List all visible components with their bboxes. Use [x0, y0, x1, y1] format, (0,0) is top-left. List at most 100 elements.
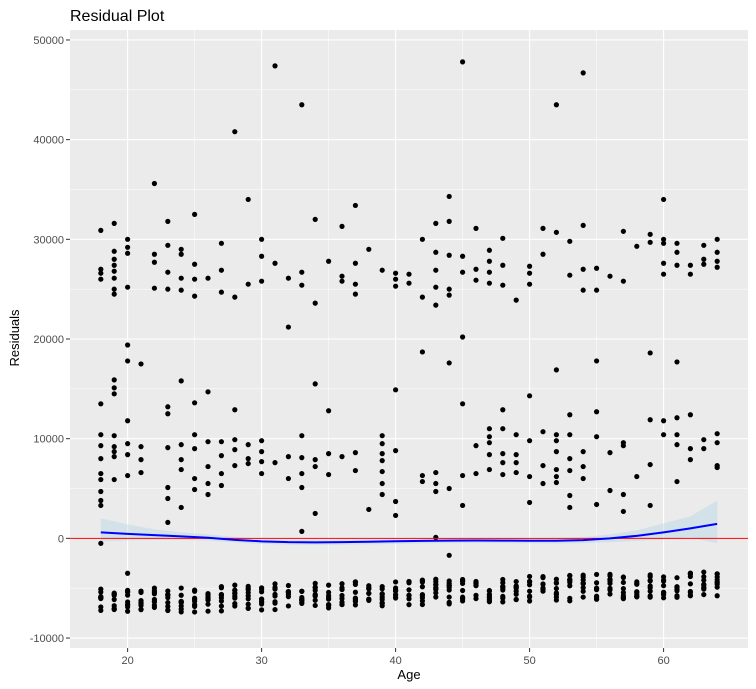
residual-point [419, 595, 425, 601]
residual-point [98, 456, 104, 462]
residual-point [98, 593, 104, 600]
residual-point [714, 249, 720, 255]
residual-point [660, 574, 667, 580]
residual-point [232, 590, 238, 597]
residual-point [352, 260, 359, 266]
residual-point [178, 442, 184, 448]
residual-point [299, 455, 305, 461]
residual-point [312, 381, 318, 387]
residual-point [553, 576, 559, 582]
y-tick-label: 10000 [33, 434, 64, 446]
residual-point [419, 578, 425, 584]
residual-point [379, 433, 385, 439]
residual-point [165, 445, 171, 451]
residual-point [366, 246, 372, 252]
residual-point [500, 407, 506, 413]
residual-point [205, 601, 211, 607]
residual-point [299, 528, 305, 534]
y-tick-label: 50000 [33, 35, 64, 47]
residual-point [620, 594, 626, 600]
residual-point [647, 585, 653, 591]
residual-point [620, 508, 626, 515]
residual-point [593, 571, 600, 578]
residual-point [111, 268, 117, 274]
residual-point [714, 440, 720, 446]
residual-point [580, 585, 586, 591]
residual-point [192, 587, 198, 593]
residual-point [553, 102, 559, 108]
residual-point [634, 579, 640, 585]
residual-point [192, 432, 198, 438]
residual-point [660, 271, 667, 277]
x-axis-title: Age [397, 667, 420, 682]
residual-point [339, 223, 345, 229]
residual-point [593, 596, 600, 602]
residual-point [218, 482, 225, 489]
residual-point [299, 102, 305, 108]
residual-point [245, 601, 251, 607]
residual-point [687, 457, 693, 463]
residual-point [580, 580, 586, 586]
residual-point [178, 378, 184, 384]
residual-point [393, 498, 399, 505]
residual-point [701, 261, 707, 267]
residual-point [406, 587, 412, 593]
residual-point [607, 578, 613, 584]
residual-point [553, 590, 559, 596]
residual-point [98, 432, 104, 438]
residual-point [125, 601, 131, 608]
residual-point [165, 599, 171, 606]
residual-point [553, 594, 559, 600]
residual-point [393, 387, 399, 393]
residual-point [259, 438, 265, 444]
residual-point [714, 431, 720, 437]
residual-point [165, 588, 171, 594]
residual-point [312, 463, 318, 470]
residual-point [125, 284, 131, 290]
residual-point [553, 432, 559, 438]
residual-point [701, 437, 707, 443]
residual-point [513, 460, 519, 466]
residual-point [98, 607, 104, 614]
residual-point [714, 593, 720, 599]
residual-point [433, 284, 439, 290]
residual-point [98, 470, 104, 477]
residual-point [393, 595, 399, 601]
residual-point [580, 449, 586, 455]
residual-point [567, 272, 573, 278]
residual-point [513, 591, 519, 597]
residual-point [312, 580, 318, 587]
residual-point [567, 238, 573, 244]
residual-point [433, 586, 439, 592]
residual-point [312, 585, 318, 591]
residual-point [486, 452, 492, 458]
residual-point [98, 476, 104, 483]
residual-point [647, 231, 653, 237]
residual-point [379, 458, 385, 464]
residual-point [540, 480, 546, 487]
residual-point [326, 582, 332, 588]
residual-point [580, 475, 586, 482]
residual-point [312, 300, 318, 306]
residual-point [486, 466, 492, 473]
residual-point [125, 244, 131, 250]
residual-point [138, 444, 144, 450]
residual-point [701, 242, 707, 248]
residual-point [714, 464, 720, 471]
residual-point [473, 443, 479, 449]
residual-point [647, 417, 653, 423]
residual-point [620, 228, 626, 234]
residual-point [285, 275, 292, 281]
residual-point [687, 412, 693, 418]
residual-point [98, 227, 104, 233]
residual-point [567, 412, 573, 418]
residual-point [714, 571, 720, 577]
residual-point [406, 271, 412, 277]
residual-point [500, 585, 506, 591]
residual-point [674, 415, 680, 421]
residual-point [567, 432, 573, 438]
residual-point [513, 596, 519, 603]
residual-point [393, 512, 399, 519]
y-tick-label: 0 [58, 533, 64, 545]
residual-point [379, 267, 385, 273]
